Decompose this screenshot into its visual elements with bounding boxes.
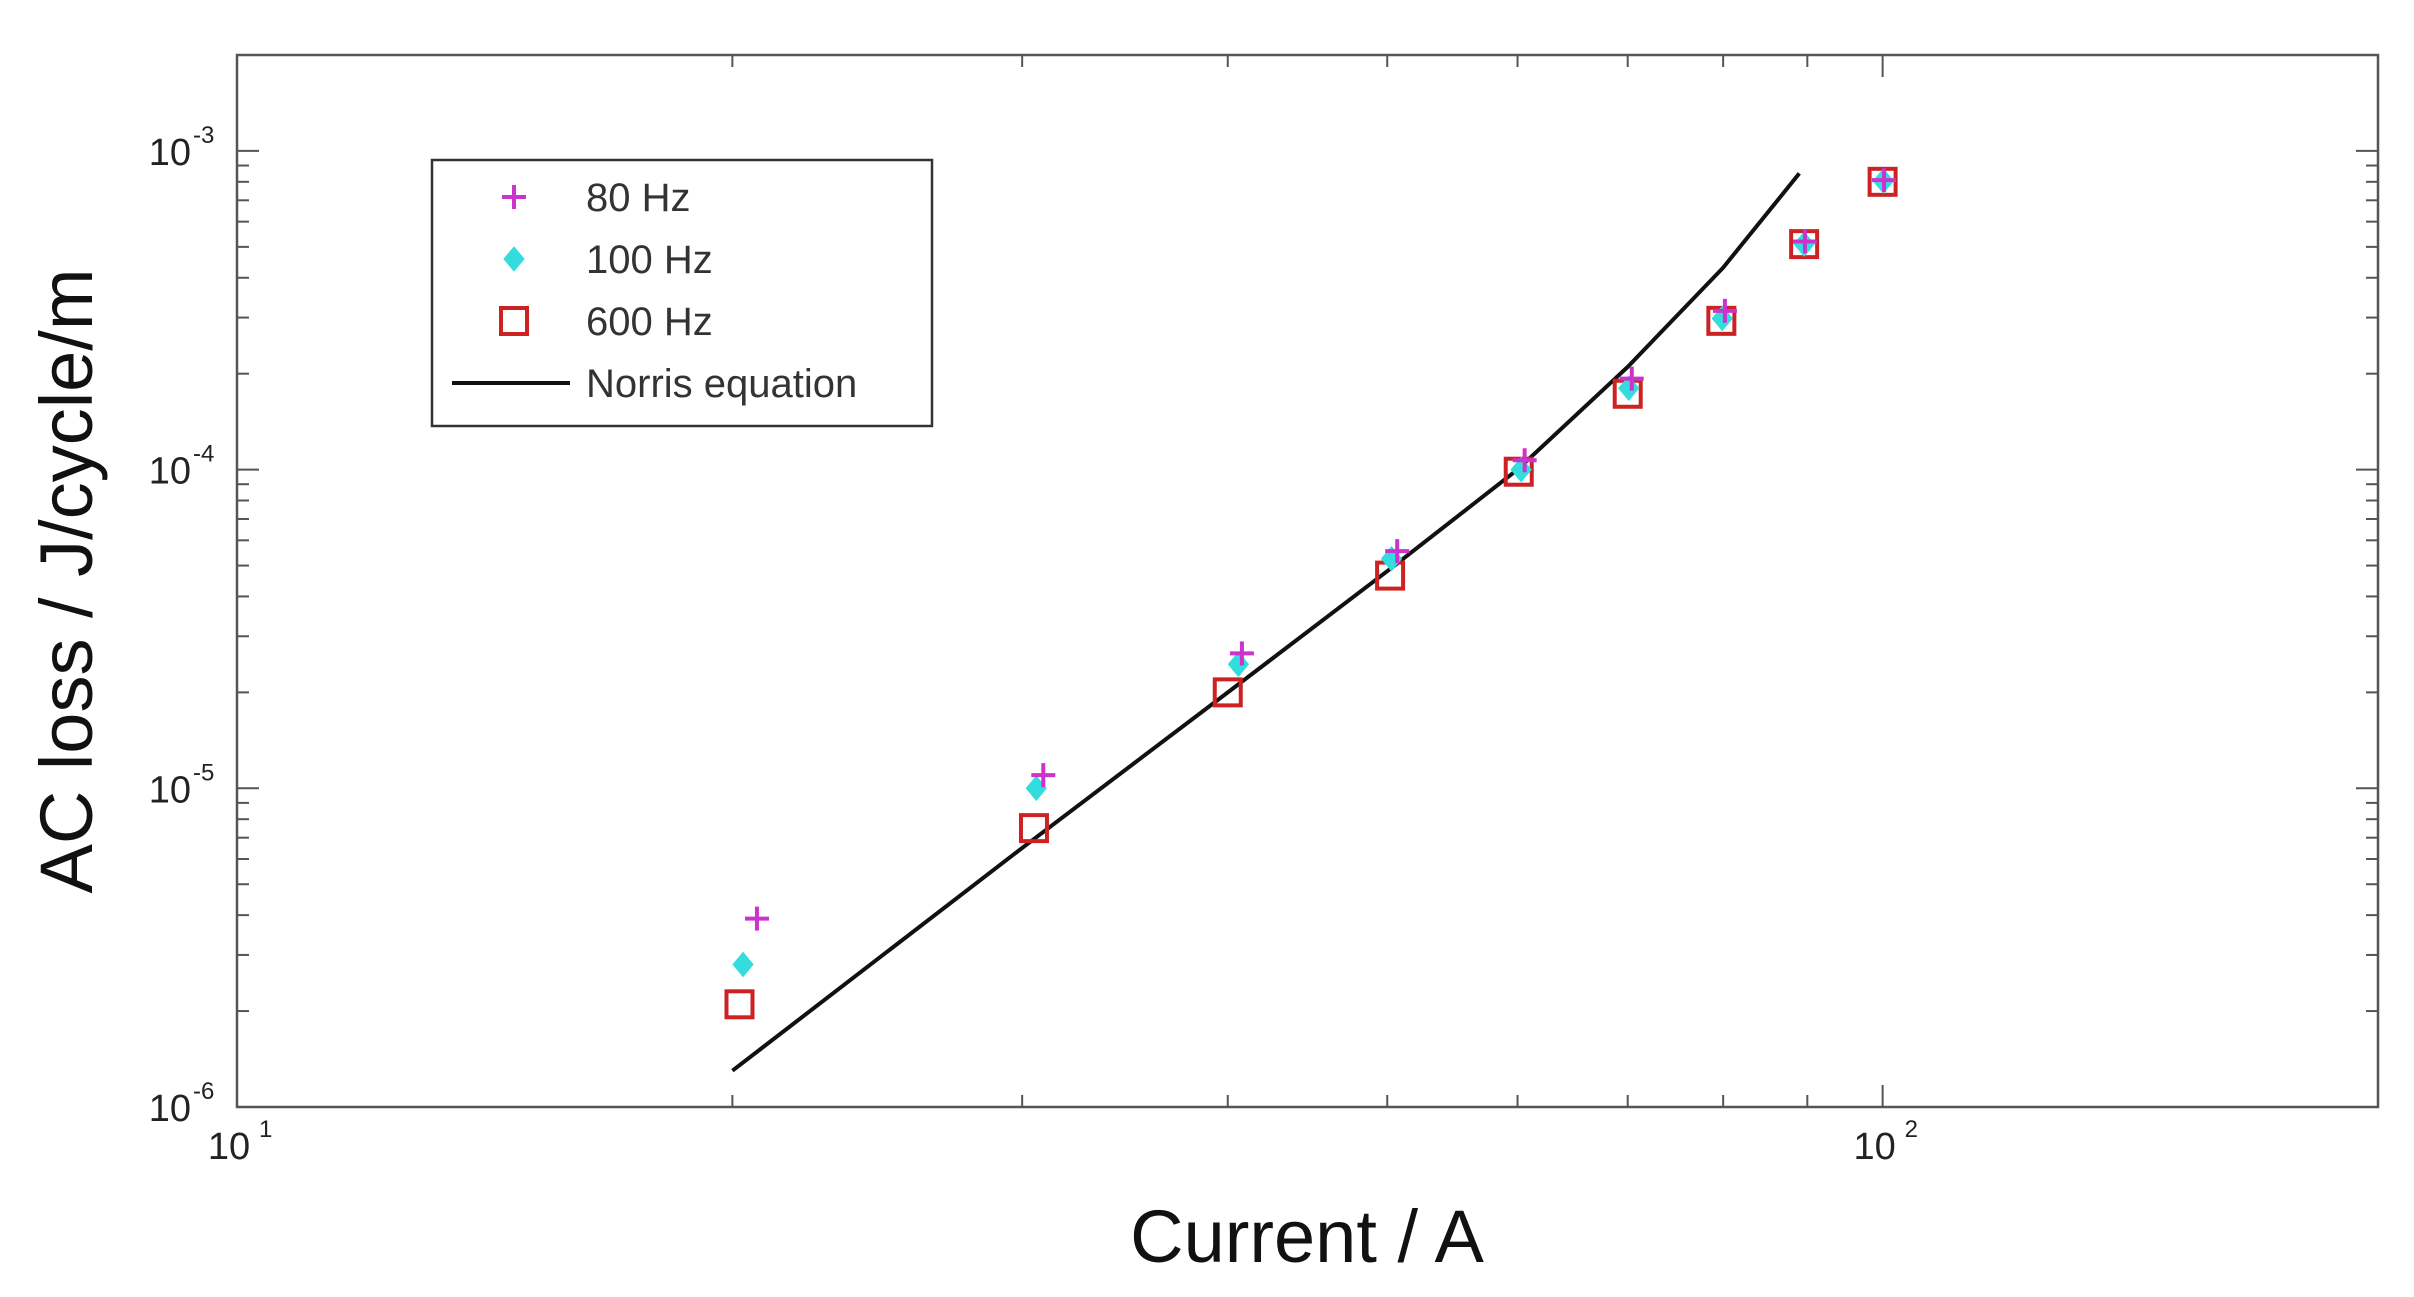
data-point-plus (1512, 448, 1537, 473)
legend-marker-diamond (503, 246, 525, 272)
y-tick-label: 10 (149, 451, 191, 493)
data-point-diamond (732, 951, 754, 978)
data-point-plus (1872, 168, 1897, 193)
data-point-square (1212, 677, 1243, 708)
y-tick-label-exponent: -6 (193, 1078, 214, 1105)
data-point-diamond (1510, 456, 1532, 483)
data-point-plus (1619, 366, 1644, 391)
data-point-plus (1792, 229, 1817, 254)
data-point-plus (1229, 641, 1254, 666)
x-axis-label: Current / A (1130, 1195, 1484, 1278)
x-tick-label: 10 (1853, 1126, 1895, 1168)
x-tick-label-exponent: 2 (1905, 1116, 1918, 1143)
x-tick-label: 10 (208, 1126, 250, 1168)
y-axis-label: AC loss / J/cycle/m (25, 269, 108, 894)
legend-label: 600 Hz (586, 300, 713, 344)
y-tick-label: 10 (149, 132, 191, 174)
data-point-square (724, 989, 755, 1020)
legend: 80 Hz 100 Hz 600 Hz Norris equation (430, 158, 934, 428)
data-point-square (1018, 813, 1049, 844)
data-point-plus (1385, 539, 1410, 564)
series-line (731, 172, 1801, 1073)
legend-marker-square (499, 306, 529, 336)
data-point-plus (1031, 763, 1056, 788)
legend-marker-plus (502, 185, 526, 209)
labels-layer: Current / A AC loss / J/cycle/m (25, 269, 1484, 1279)
y-tick-label-exponent: -4 (193, 441, 214, 468)
y-tick-label-exponent: -5 (193, 759, 214, 786)
data-point-plus (1712, 298, 1737, 323)
legend-label: 100 Hz (586, 238, 713, 282)
legend-label: Norris equation (586, 362, 857, 406)
y-tick-label: 10 (149, 1088, 191, 1130)
y-tick-label: 10 (149, 769, 191, 811)
x-tick-label-exponent: 1 (259, 1116, 272, 1143)
legend-label: 80 Hz (586, 176, 691, 220)
data-point-plus (744, 906, 769, 931)
plot-frame (235, 53, 2380, 1109)
plot-layer (724, 166, 1898, 1073)
y-tick-label-exponent: -3 (193, 122, 214, 149)
